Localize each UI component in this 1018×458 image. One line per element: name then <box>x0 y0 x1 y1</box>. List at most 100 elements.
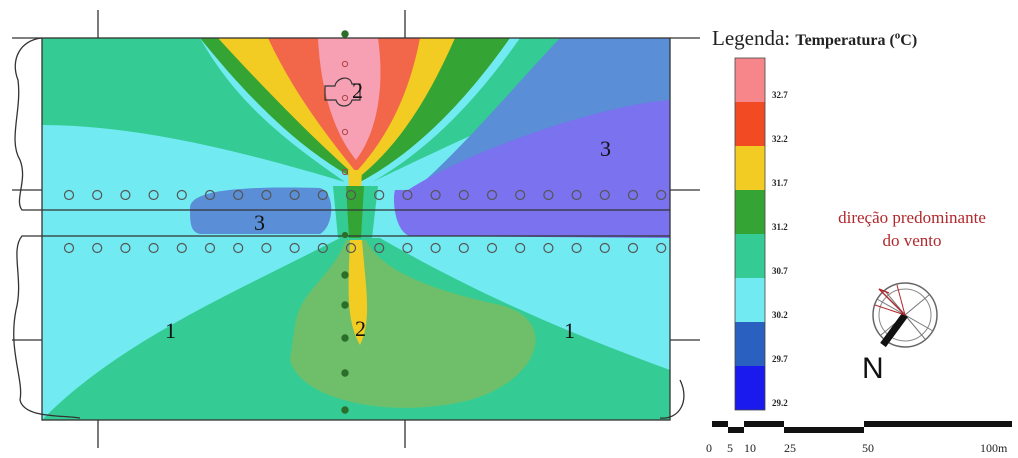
legend-swatch <box>735 234 765 278</box>
sensor-point <box>599 242 610 254</box>
zone-label-top-right: 3 <box>600 136 611 161</box>
legend-tick-label: 29.7 <box>772 354 788 364</box>
sensor-point <box>176 189 187 201</box>
sensor-point <box>92 189 103 201</box>
legend-swatch <box>735 190 765 234</box>
legend-title-text: Temperatura ( <box>795 32 895 49</box>
sensor-point <box>148 189 159 201</box>
sensor-point <box>543 189 554 201</box>
legend-title: Legenda: Temperatura (oC) <box>712 26 917 51</box>
sensor-point <box>374 242 385 254</box>
sensor-point-center <box>341 271 349 279</box>
temperature-legend-bar <box>734 57 766 411</box>
compass-rose <box>872 282 938 348</box>
sensor-row-lower <box>63 242 667 254</box>
sensor-point-center <box>341 231 349 239</box>
sensor-point <box>317 189 328 201</box>
sensor-point <box>627 242 639 254</box>
contour-fill-group <box>42 38 670 420</box>
map-frame <box>41 37 671 421</box>
scale-bar-label: 0 <box>706 441 712 455</box>
scale-bar-label: 10 <box>744 441 756 455</box>
sensor-point <box>233 189 244 201</box>
north-label: N <box>862 352 884 385</box>
sensor-point <box>374 189 385 201</box>
sensor-point <box>486 189 498 201</box>
sensor-point <box>458 242 469 254</box>
legend-tick-label: 32.7 <box>772 90 788 100</box>
sensor-point <box>430 189 441 201</box>
sensor-point <box>345 242 357 254</box>
wind-direction-line2: do vento <box>882 231 942 250</box>
legend-tick-label: 30.7 <box>772 266 788 276</box>
wind-direction-label: direção predominante do vento <box>812 206 1012 252</box>
sensor-point <box>599 189 610 201</box>
legend-tick-label: 32.2 <box>772 134 788 144</box>
scale-bar-label: 50 <box>862 441 874 455</box>
legend-swatch <box>735 366 765 410</box>
sensor-point <box>63 189 75 201</box>
sensor-point <box>627 189 639 201</box>
sensor-point <box>120 242 131 254</box>
sensor-point <box>515 242 526 254</box>
legend-unit-suffix: C) <box>900 32 918 49</box>
sensor-point <box>430 242 441 254</box>
sensor-point <box>656 189 667 201</box>
scale-bar <box>712 421 1012 433</box>
sensor-point <box>289 189 300 201</box>
sensor-point <box>233 242 244 254</box>
sensor-point-center <box>341 128 349 136</box>
sensor-point <box>543 242 554 254</box>
sensor-point-center <box>341 30 349 38</box>
sensor-point <box>289 242 300 254</box>
sensor-point <box>402 242 413 254</box>
legend-tick-label: 29.2 <box>772 398 788 408</box>
sensor-point <box>261 189 272 201</box>
sensor-point-center <box>341 60 349 68</box>
sensor-point-center <box>341 334 349 342</box>
zone-label-bottom-center: 2 <box>355 316 366 341</box>
sensor-row-upper <box>63 189 667 201</box>
grid-ticks <box>12 10 700 448</box>
sensor-point <box>486 242 498 254</box>
zone-label-top-center: 2 <box>352 78 363 103</box>
scale-bar-label: 5 <box>727 441 733 455</box>
wind-direction-line1: direção predominante <box>838 208 986 227</box>
legend-swatch <box>735 102 765 146</box>
sensor-point <box>204 189 216 201</box>
sensor-point-center <box>341 406 349 414</box>
sensor-point <box>204 242 216 254</box>
zone-label-bottom-right: 1 <box>564 318 575 343</box>
sensor-point <box>458 189 469 201</box>
scale-bar-label: 25 <box>784 441 796 455</box>
zone-label-mid-left: 3 <box>254 210 265 235</box>
sensor-point <box>176 242 187 254</box>
sensor-point-center <box>341 301 349 309</box>
sensor-point <box>345 189 357 201</box>
sensor-point-center <box>341 369 349 377</box>
sensor-point <box>92 242 103 254</box>
legend-swatch <box>735 322 765 366</box>
sensor-point-center <box>341 168 349 176</box>
zone-label-bottom-left: 1 <box>165 318 176 343</box>
legend-prefix: Legenda: <box>712 26 791 50</box>
sensor-point <box>571 242 582 254</box>
sensor-point <box>656 242 667 254</box>
sensor-point-center <box>341 94 349 102</box>
sensor-point <box>120 189 131 201</box>
legend-unit-degree: o <box>894 29 901 42</box>
legend-tick-label: 30.2 <box>772 310 788 320</box>
legend-tick-label: 31.2 <box>772 222 788 232</box>
sensor-point <box>261 242 272 254</box>
sensor-column-center <box>341 30 349 414</box>
sensor-point <box>571 189 582 201</box>
sensor-point <box>515 189 526 201</box>
legend-swatch <box>735 58 765 102</box>
sensor-point <box>63 242 75 254</box>
sensor-point <box>317 242 328 254</box>
sensor-point <box>402 189 413 201</box>
legend-swatch <box>735 146 765 190</box>
legend-tick-label: 31.7 <box>772 178 788 188</box>
